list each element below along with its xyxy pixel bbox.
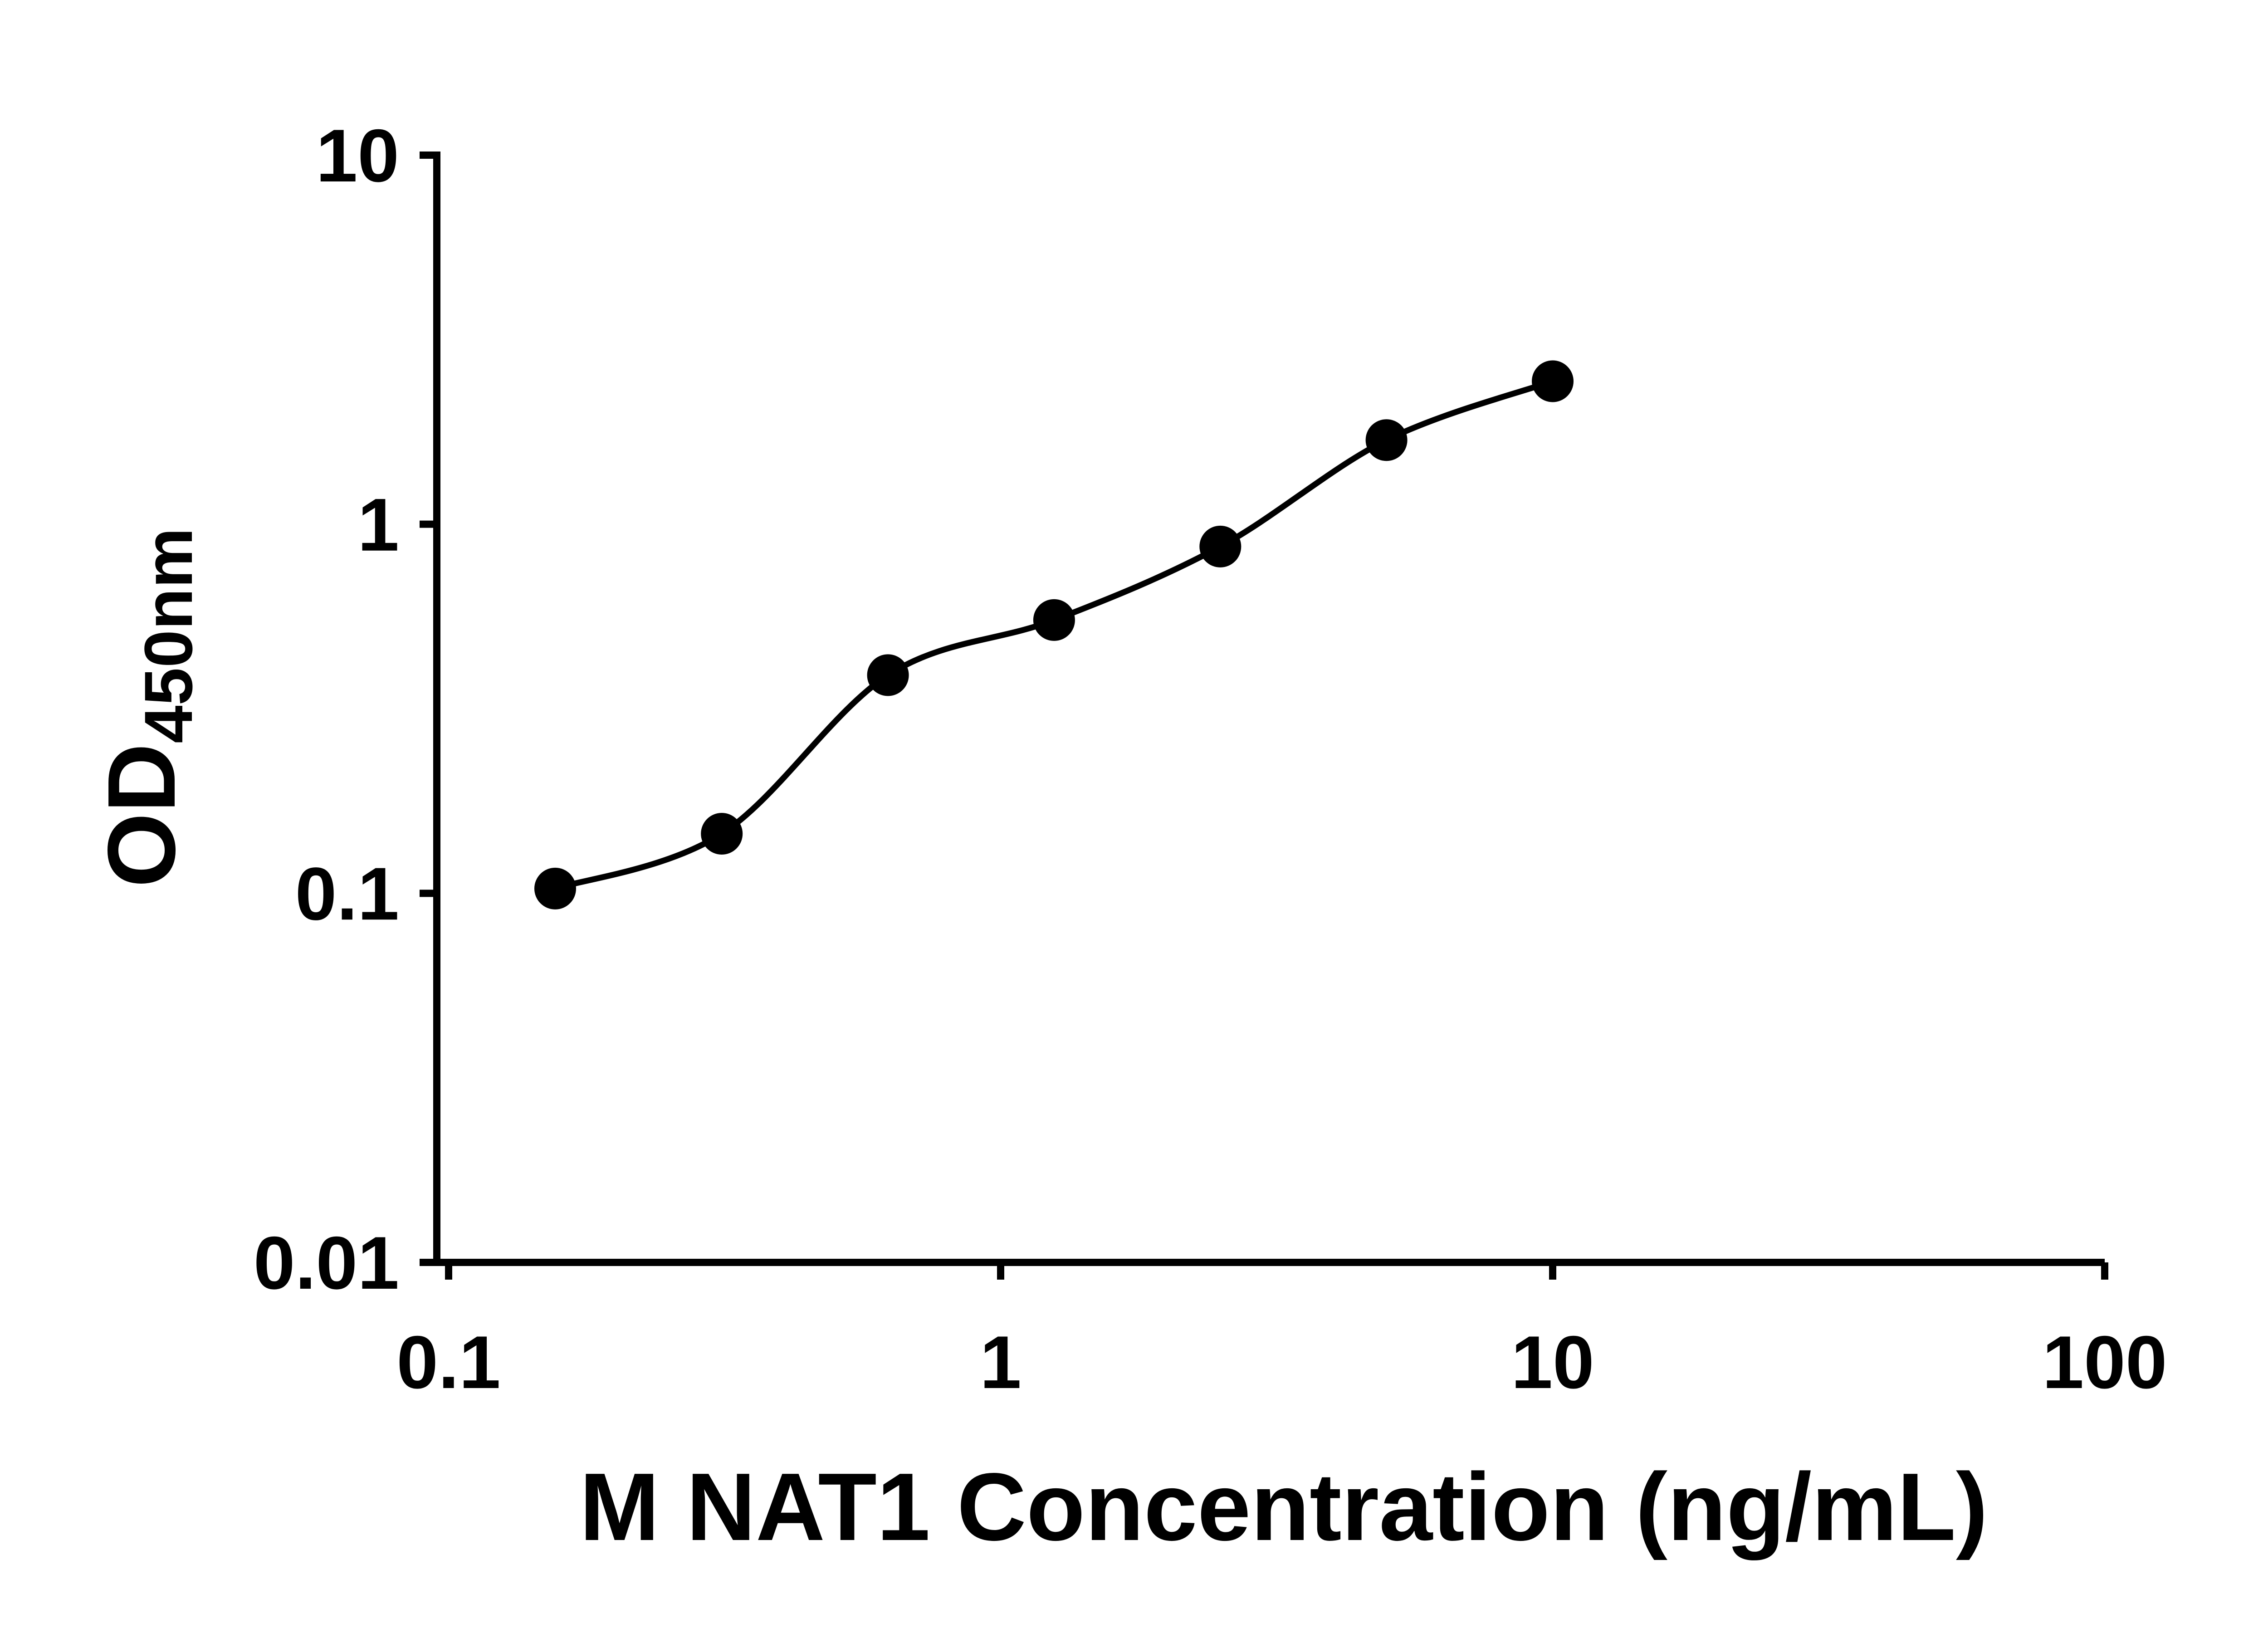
axes [433, 152, 2105, 1266]
data-point [701, 813, 743, 855]
y-axis-title-main: OD [88, 743, 195, 888]
data-point [867, 654, 909, 696]
x-tick-label: 100 [2042, 1320, 2167, 1404]
data-point [1365, 419, 1408, 461]
x-tick-label: 10 [1511, 1320, 1594, 1404]
tick-labels: 10 1 0.1 0.01 0.1 1 10 100 [254, 114, 2167, 1404]
x-tick-label: 0.1 [396, 1320, 500, 1404]
tick-marks [420, 152, 2108, 1280]
y-tick-label: 10 [316, 114, 399, 197]
data-point [1033, 599, 1075, 641]
data-points-group [534, 360, 1574, 909]
y-axis-title-subscript: 450nm [130, 528, 206, 743]
y-tick-label: 0.01 [254, 1221, 399, 1305]
y-tick-label: 0.1 [295, 852, 399, 935]
x-axis-title: M NAT1 Concentration (ng/mL) [579, 1453, 1988, 1560]
data-point [1532, 360, 1574, 402]
y-tick-label: 1 [357, 483, 399, 567]
y-axis-title: OD450nm [88, 528, 206, 887]
data-point [534, 867, 576, 909]
x-tick-label: 1 [980, 1320, 1022, 1404]
data-point [1199, 525, 1242, 567]
